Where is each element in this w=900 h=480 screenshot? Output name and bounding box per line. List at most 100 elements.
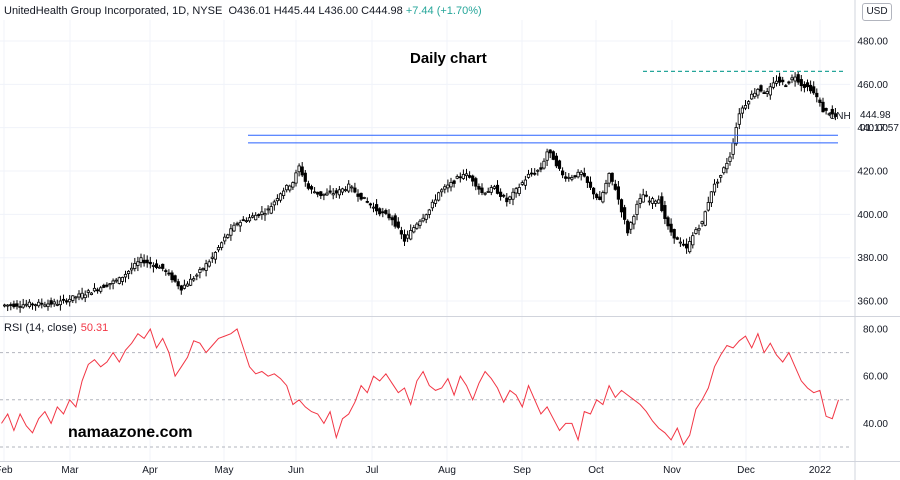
- candle: [238, 219, 242, 232]
- candle-body: [390, 217, 394, 221]
- candle-body: [328, 190, 332, 193]
- candle-body: [523, 179, 528, 186]
- candle: [319, 190, 323, 199]
- candle: [706, 196, 710, 212]
- candle-body: [471, 175, 475, 182]
- candle-body: [2, 304, 7, 307]
- candle: [663, 200, 667, 225]
- candle: [595, 192, 599, 201]
- candle: [827, 112, 831, 117]
- candle: [688, 236, 692, 254]
- candle: [508, 195, 512, 205]
- candle-body: [440, 189, 444, 193]
- candle: [526, 169, 531, 179]
- candle-body: [824, 108, 828, 111]
- symbol-label: UNH: [829, 111, 851, 122]
- candle: [750, 90, 754, 100]
- candle: [790, 74, 794, 84]
- candle: [130, 262, 134, 275]
- candle-body: [771, 82, 776, 88]
- candle: [523, 175, 528, 190]
- candle-body: [706, 202, 710, 211]
- candle: [213, 251, 217, 264]
- candle-body: [424, 214, 428, 220]
- candle-body: [337, 189, 342, 196]
- candle: [145, 255, 149, 268]
- candle-body: [561, 170, 565, 176]
- candle-body: [716, 181, 720, 184]
- candle-body: [77, 293, 81, 298]
- candle: [306, 180, 311, 191]
- candle-body: [133, 263, 137, 269]
- candle-body: [12, 303, 16, 308]
- candle: [436, 191, 441, 202]
- candle-body: [9, 304, 13, 306]
- candle: [778, 72, 782, 86]
- candle: [322, 193, 326, 201]
- rsi-title: RSI (14, close): [4, 322, 77, 334]
- candle: [99, 285, 103, 294]
- candle-body: [474, 178, 478, 187]
- candle: [207, 259, 211, 268]
- candle: [502, 193, 506, 198]
- candle-body: [235, 223, 239, 226]
- candle: [728, 152, 732, 166]
- candle-body: [368, 203, 373, 206]
- candle: [241, 216, 245, 222]
- candle: [802, 81, 807, 93]
- candle-body: [74, 296, 78, 299]
- candle: [86, 288, 90, 298]
- candle-body: [644, 194, 648, 197]
- candle: [486, 187, 490, 193]
- candle: [309, 184, 314, 194]
- candle: [21, 298, 25, 309]
- candle: [356, 189, 360, 202]
- candle-body: [291, 182, 295, 188]
- candle: [536, 169, 540, 176]
- candle-body: [123, 273, 128, 278]
- candle-body: [833, 113, 838, 117]
- candle: [71, 295, 75, 303]
- rsi-value: 50.31: [80, 322, 109, 334]
- candle-body: [399, 230, 404, 235]
- candle: [393, 213, 397, 229]
- candle-body: [210, 256, 214, 259]
- candle-body: [579, 171, 583, 175]
- candle-body: [213, 252, 217, 260]
- candle-body: [359, 192, 363, 200]
- candle-body: [573, 175, 577, 178]
- candle-body: [709, 191, 714, 204]
- candle: [421, 213, 425, 223]
- candle-body: [37, 301, 41, 307]
- x-tick-label: Mar: [61, 465, 79, 476]
- x-tick-label: Jun: [288, 465, 304, 476]
- candle: [331, 188, 335, 200]
- candle-body: [71, 295, 75, 301]
- candle: [133, 257, 137, 272]
- candle: [719, 174, 723, 183]
- candle-body: [750, 93, 754, 100]
- candle: [753, 88, 757, 99]
- candle: [455, 174, 459, 180]
- watermark: namaazone.com: [68, 424, 193, 441]
- candle: [654, 199, 658, 207]
- candle: [58, 295, 63, 311]
- candle-body: [551, 151, 555, 160]
- candle-body: [539, 167, 543, 170]
- candle: [756, 87, 760, 99]
- candle: [24, 299, 28, 308]
- candle-body: [356, 193, 360, 197]
- candle-body: [309, 186, 314, 190]
- candle-body: [725, 162, 729, 170]
- candle-body: [657, 199, 661, 204]
- candle-body: [604, 182, 608, 194]
- currency-button[interactable]: USD: [862, 3, 892, 21]
- candle: [340, 187, 345, 196]
- candle: [343, 186, 348, 193]
- candle-body: [55, 303, 59, 306]
- candle: [787, 80, 791, 85]
- candle: [443, 184, 447, 194]
- candle: [498, 188, 503, 201]
- y-tick-label: 420.00: [857, 167, 888, 178]
